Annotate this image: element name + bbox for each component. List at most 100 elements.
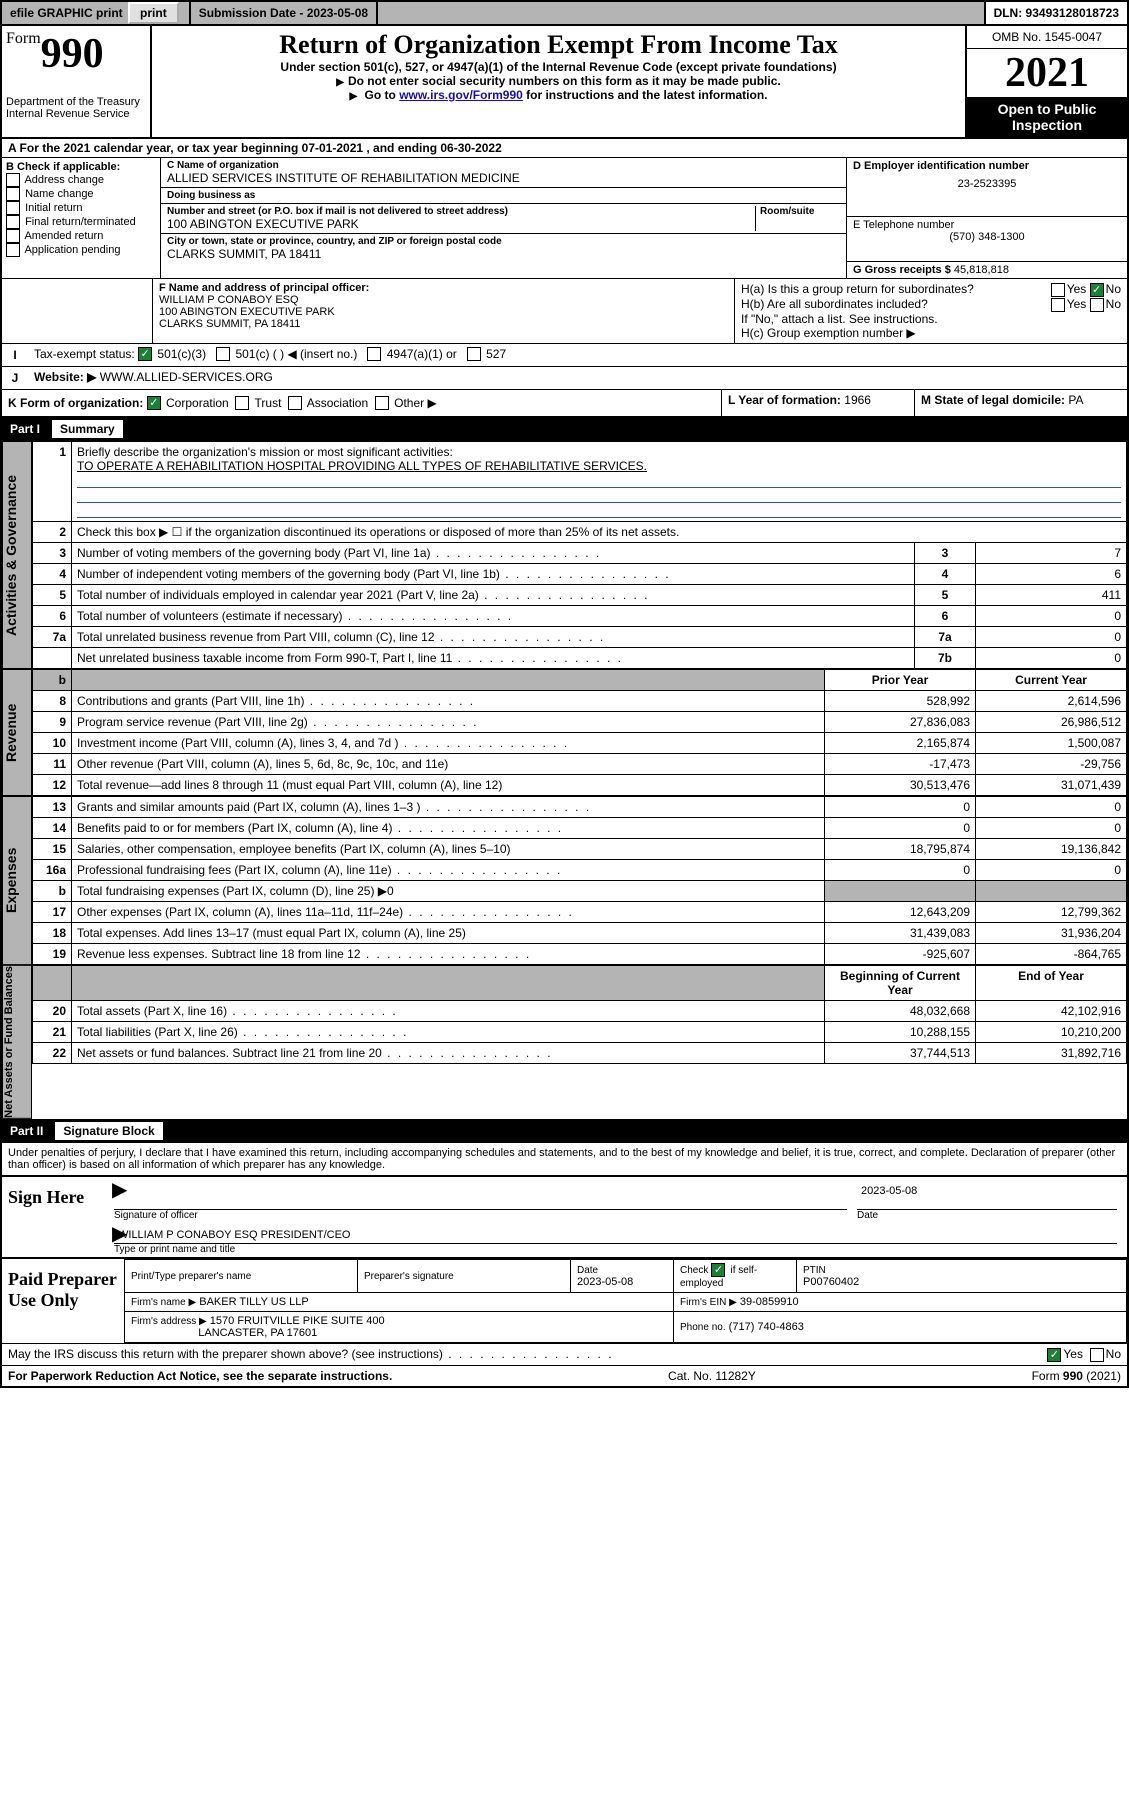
i-letter: I <box>2 344 28 366</box>
line16b: Total fundraising expenses (Part IX, col… <box>77 884 394 898</box>
hdr-eoy: End of Year <box>976 966 1127 1001</box>
k-opt-corp[interactable] <box>147 396 161 410</box>
i-opt-501c[interactable] <box>216 347 230 361</box>
city-value: CLARKS SUMMIT, PA 18411 <box>167 247 840 261</box>
k-opt-trust[interactable] <box>235 396 249 410</box>
footer-row: For Paperwork Reduction Act Notice, see … <box>2 1365 1127 1386</box>
netassets-table: Beginning of Current YearEnd of Year 20T… <box>32 965 1127 1064</box>
i-opt-4947[interactable] <box>367 347 381 361</box>
line12: Total revenue—add lines 8 through 11 (mu… <box>77 778 502 792</box>
hc-label: H(c) Group exemption number ▶ <box>741 326 1121 340</box>
firm-name: BAKER TILLY US LLP <box>199 1296 308 1308</box>
firm-ein: 39-0859910 <box>740 1296 799 1308</box>
paid-h4a: Check <box>680 1265 708 1276</box>
discuss-yn[interactable]: Yes No <box>1047 1347 1121 1362</box>
vert-net: Net Assets or Fund Balances <box>2 965 32 1119</box>
v14c: 0 <box>976 818 1127 839</box>
v17c: 12,799,362 <box>976 902 1127 923</box>
i-opt-501c3[interactable] <box>138 347 152 361</box>
ag-table: 1 Briefly describe the organization's mi… <box>32 441 1127 669</box>
website-value: WWW.ALLIED-SERVICES.ORG <box>100 370 273 384</box>
sign-section: Sign Here ▶ Signature of officer 2023-05… <box>2 1175 1127 1257</box>
v16bp <box>825 881 976 902</box>
hb-note: If "No," attach a list. See instructions… <box>741 312 1121 326</box>
form-subtitle: Under section 501(c), 527, or 4947(a)(1)… <box>162 60 955 74</box>
hb-label: H(b) Are all subordinates included? <box>741 297 928 312</box>
form-number: 990 <box>41 31 104 77</box>
line1-label: Briefly describe the organization's miss… <box>77 445 453 459</box>
line-j: J Website: ▶ WWW.ALLIED-SERVICES.ORG <box>2 367 1127 390</box>
v12c: 31,071,439 <box>976 775 1127 796</box>
b-opt-final[interactable]: Final return/terminated <box>6 215 156 229</box>
dept-label: Department of the TreasuryInternal Reven… <box>6 96 146 120</box>
tax-year: 2021 <box>967 49 1127 97</box>
discuss-row: May the IRS discuss this return with the… <box>2 1343 1127 1365</box>
section-h: H(a) Is this a group return for subordin… <box>735 279 1127 343</box>
dln-label: DLN: 93493128018723 <box>986 2 1127 24</box>
part1-body: Activities & Governance 1 Briefly descri… <box>2 441 1127 669</box>
line1-value: TO OPERATE A REHABILITATION HOSPITAL PRO… <box>77 459 647 473</box>
footer-note: For Paperwork Reduction Act Notice, see … <box>8 1369 392 1383</box>
v9c: 26,986,512 <box>976 712 1127 733</box>
line5: Total number of individuals employed in … <box>77 588 649 602</box>
sig-officer-line[interactable] <box>114 1183 847 1210</box>
ans6: 0 <box>976 606 1127 627</box>
v22c: 31,892,716 <box>976 1043 1127 1064</box>
sig-date-value: 2023-05-08 <box>857 1183 1117 1210</box>
paid-h2: Preparer's signature <box>364 1271 454 1282</box>
ein-label: Firm's EIN ▶ <box>680 1297 737 1308</box>
paid-h5: PTIN <box>803 1265 826 1276</box>
v11p: -17,473 <box>825 754 976 775</box>
addr-label: Firm's address ▶ <box>131 1316 207 1327</box>
hdr-prior: Prior Year <box>825 670 976 691</box>
line10: Investment income (Part VIII, column (A)… <box>77 736 569 750</box>
part1-label: Part I <box>10 422 48 436</box>
i-opt-527[interactable] <box>467 347 481 361</box>
v16ac: 0 <box>976 860 1127 881</box>
ha-yn[interactable]: Yes No <box>1051 282 1121 297</box>
b-opt-name[interactable]: Name change <box>6 187 156 201</box>
v17p: 12,643,209 <box>825 902 976 923</box>
firm-label: Firm's name ▶ <box>131 1297 196 1308</box>
header-center: Return of Organization Exempt From Incom… <box>152 26 967 137</box>
paid-table: Print/Type preparer's name Preparer's si… <box>124 1259 1127 1343</box>
line17: Other expenses (Part IX, column (A), lin… <box>77 905 574 919</box>
v13p: 0 <box>825 797 976 818</box>
v18c: 31,936,204 <box>976 923 1127 944</box>
paid-label: Paid Preparer Use Only <box>2 1259 124 1343</box>
k-opt-assoc[interactable] <box>288 396 302 410</box>
line6: Total number of volunteers (estimate if … <box>77 609 513 623</box>
revenue-table: bPrior YearCurrent Year 8Contributions a… <box>32 669 1127 796</box>
ans7a: 0 <box>976 627 1127 648</box>
form-word: Form <box>6 30 41 47</box>
b-opt-amended[interactable]: Amended return <box>6 229 156 243</box>
print-button[interactable]: print <box>128 2 179 24</box>
v12p: 30,513,476 <box>825 775 976 796</box>
sig-name-value: WILLIAM P CONABOY ESQ PRESIDENT/CEO <box>114 1227 1117 1244</box>
gross-receipts: 45,818,818 <box>954 264 1009 276</box>
e-label: E Telephone number <box>853 219 1121 231</box>
line20: Total assets (Part X, line 16) <box>77 1004 398 1018</box>
column-b: B Check if applicable: Address change Na… <box>2 158 161 278</box>
k-opt-other[interactable] <box>375 396 389 410</box>
line4: Number of independent voting members of … <box>77 567 671 581</box>
part1-title: Summary <box>52 420 123 438</box>
v16ap: 0 <box>825 860 976 881</box>
irs-link[interactable]: www.irs.gov/Form990 <box>399 88 523 102</box>
v13c: 0 <box>976 797 1127 818</box>
form-header: Form990 Department of the TreasuryIntern… <box>2 26 1127 139</box>
self-emp-check[interactable] <box>711 1263 725 1277</box>
paid-h3: Date <box>577 1265 598 1276</box>
line-l: L Year of formation: 1966 <box>721 390 914 417</box>
b-opt-initial[interactable]: Initial return <box>6 201 156 215</box>
v20p: 48,032,668 <box>825 1001 976 1022</box>
org-name: ALLIED SERVICES INSTITUTE OF REHABILITAT… <box>167 171 840 185</box>
hb-yn[interactable]: Yes No <box>1051 297 1121 312</box>
section-bcd: B Check if applicable: Address change Na… <box>2 158 1127 279</box>
b-opt-pending[interactable]: Application pending <box>6 243 156 257</box>
officer-name: WILLIAM P CONABOY ESQ <box>159 294 299 306</box>
ans7b: 0 <box>976 648 1127 669</box>
b-opt-address[interactable]: Address change <box>6 173 156 187</box>
sig-name-label: Type or print name and title <box>114 1244 1117 1255</box>
line-a: A For the 2021 calendar year, or tax yea… <box>2 139 1127 158</box>
